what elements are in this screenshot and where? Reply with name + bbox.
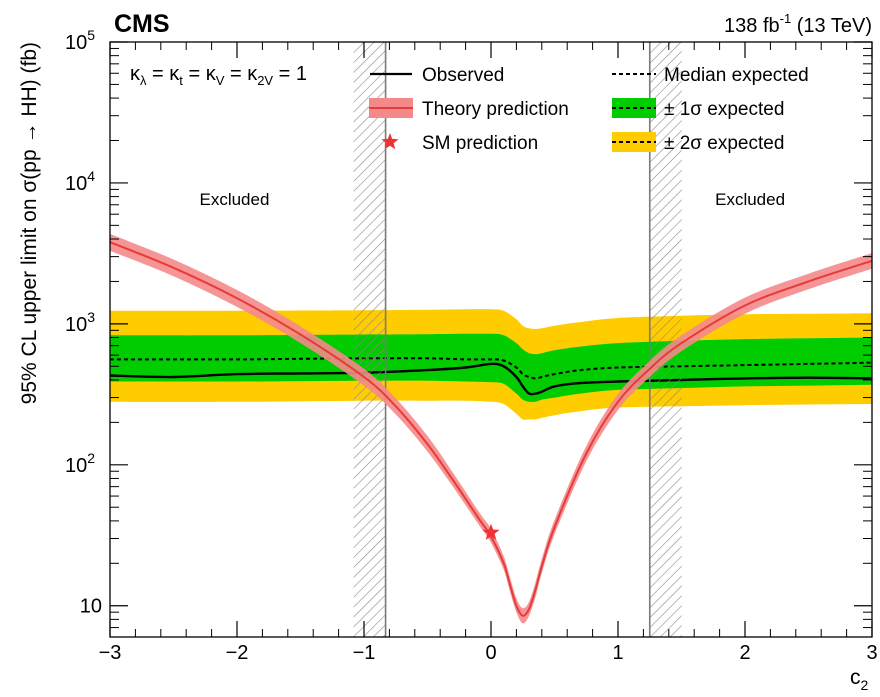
marker-layer	[482, 523, 500, 540]
coupling-label: κλ = κt = κV = κ2V = 1	[130, 63, 307, 88]
legend: κλ = κt = κV = κ2V = 1 Observed Median e…	[130, 63, 809, 154]
x-tick-label: −3	[99, 642, 122, 664]
legend-sm-star-icon	[381, 133, 399, 150]
plot-area	[110, 42, 872, 637]
lumi-energy: (13 TeV)	[791, 15, 872, 37]
x-tick-label: 1	[612, 642, 623, 664]
tick-labels-layer: −3 −2 −1 0 1 2 3 10 102 103 104 105	[65, 27, 878, 664]
x-tick-label: 2	[739, 642, 750, 664]
x-tick-label: −1	[353, 642, 376, 664]
lumi-value: 138 fb	[724, 15, 780, 37]
legend-observed-label: Observed	[422, 65, 504, 86]
legend-sm-label: SM prediction	[422, 133, 538, 154]
annotations-layer: Excluded Excluded	[199, 190, 785, 209]
ticks-layer	[109, 41, 873, 638]
x-tick-label: 3	[866, 642, 877, 664]
legend-one-sigma-label: ± 1σ expected	[664, 99, 784, 120]
y-axis-title: 95% CL upper limit on σ(pp → HH) (fb)	[18, 42, 41, 404]
excluded-hatch-left	[353, 42, 386, 637]
lumi-exponent: -1	[780, 11, 792, 26]
luminosity-label: 138 fb-1 (13 TeV)	[724, 11, 872, 37]
y-tick-label: 104	[65, 168, 95, 195]
excluded-annotation: Excluded	[199, 190, 269, 209]
y-tick-label: 103	[65, 309, 95, 336]
legend-two-sigma-label: ± 2σ expected	[664, 133, 784, 154]
x-tick-label: −2	[226, 642, 249, 664]
excluded-annotation: Excluded	[715, 190, 785, 209]
legend-theory-label: Theory prediction	[422, 99, 569, 120]
y-tick-label: 105	[65, 27, 95, 54]
theory-band	[110, 233, 872, 624]
y-tick-label: 102	[65, 450, 95, 477]
theory-line	[110, 241, 872, 617]
legend-median-label: Median expected	[664, 65, 809, 86]
experiment-label: CMS	[114, 10, 170, 38]
sm-prediction-marker	[482, 523, 500, 540]
x-tick-label: 0	[485, 642, 496, 664]
x-axis-title: c2	[850, 666, 869, 693]
theory-layer	[110, 233, 872, 624]
y-tick-label: 10	[80, 596, 102, 618]
